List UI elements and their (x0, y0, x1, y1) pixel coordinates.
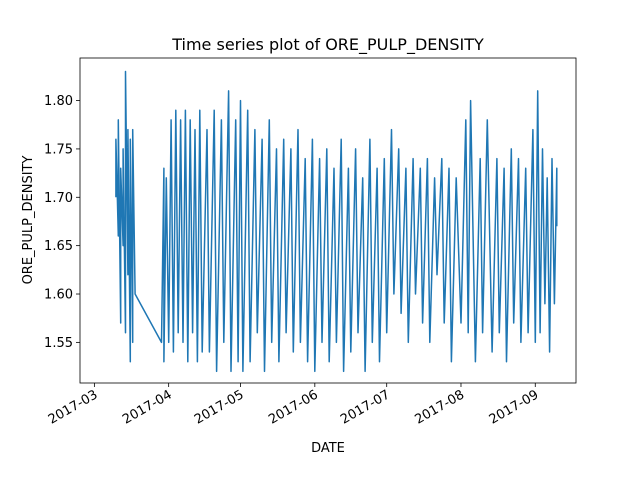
plot-area (79, 57, 577, 384)
y-axis: 1.55 1.60 1.65 1.70 1.75 1.80 (44, 94, 80, 351)
y-tick-label: 1.55 (44, 336, 73, 351)
series-line (115, 70, 558, 373)
axes-frame (79, 57, 577, 384)
y-tick-label: 1.65 (44, 239, 73, 254)
y-tick-label: 1.70 (44, 191, 73, 206)
y-tick-label: 1.60 (44, 288, 73, 303)
y-tick-label: 1.80 (44, 94, 73, 109)
chart-title: Time series plot of ORE_PULP_DENSITY (171, 35, 484, 55)
x-axis-label: DATE (311, 441, 345, 456)
y-tick-label: 1.75 (44, 142, 73, 157)
y-axis-label: ORE_PULP_DENSITY (21, 156, 36, 285)
